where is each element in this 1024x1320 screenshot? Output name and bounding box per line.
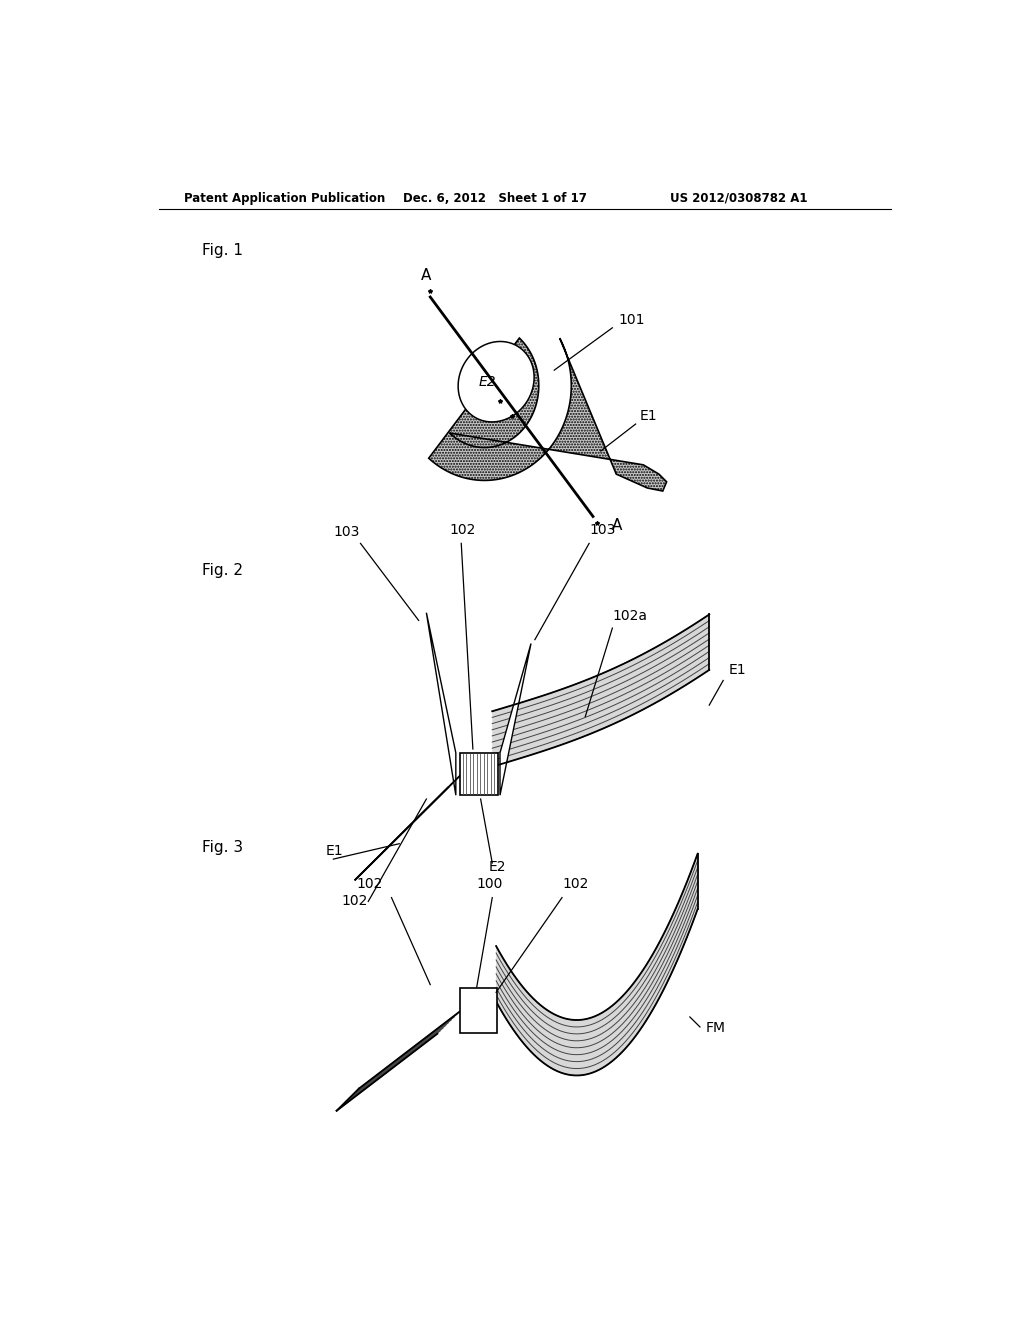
Polygon shape (493, 614, 710, 767)
Text: Fig. 1: Fig. 1 (202, 243, 243, 259)
Polygon shape (355, 775, 461, 879)
Polygon shape (426, 612, 456, 795)
Text: 102: 102 (341, 895, 368, 908)
Text: A: A (421, 268, 431, 282)
Text: E1: E1 (729, 664, 746, 677)
Text: E2: E2 (488, 859, 506, 874)
Polygon shape (429, 338, 667, 491)
Text: E1: E1 (640, 409, 657, 424)
Text: E1: E1 (326, 845, 343, 858)
Text: 102a: 102a (612, 610, 647, 623)
Text: 102: 102 (562, 878, 589, 891)
Text: FM: FM (706, 1022, 725, 1035)
Text: 103: 103 (589, 523, 615, 537)
Bar (460, 752, 499, 795)
Text: Patent Application Publication: Patent Application Publication (183, 191, 385, 205)
Text: E2: E2 (478, 375, 496, 388)
Text: 101: 101 (618, 313, 645, 327)
Text: 100: 100 (477, 878, 503, 891)
Text: Fig. 2: Fig. 2 (202, 562, 243, 578)
Text: 102: 102 (450, 523, 476, 537)
Polygon shape (337, 1011, 460, 1110)
Text: US 2012/0308782 A1: US 2012/0308782 A1 (671, 191, 808, 205)
Text: A: A (612, 519, 623, 533)
Polygon shape (458, 342, 535, 422)
Polygon shape (496, 854, 697, 1076)
Text: 103: 103 (334, 525, 359, 539)
Bar (460, 989, 497, 1034)
Text: Dec. 6, 2012   Sheet 1 of 17: Dec. 6, 2012 Sheet 1 of 17 (403, 191, 587, 205)
Polygon shape (500, 644, 531, 795)
Text: Fig. 3: Fig. 3 (202, 840, 243, 855)
Text: 102: 102 (356, 878, 383, 891)
